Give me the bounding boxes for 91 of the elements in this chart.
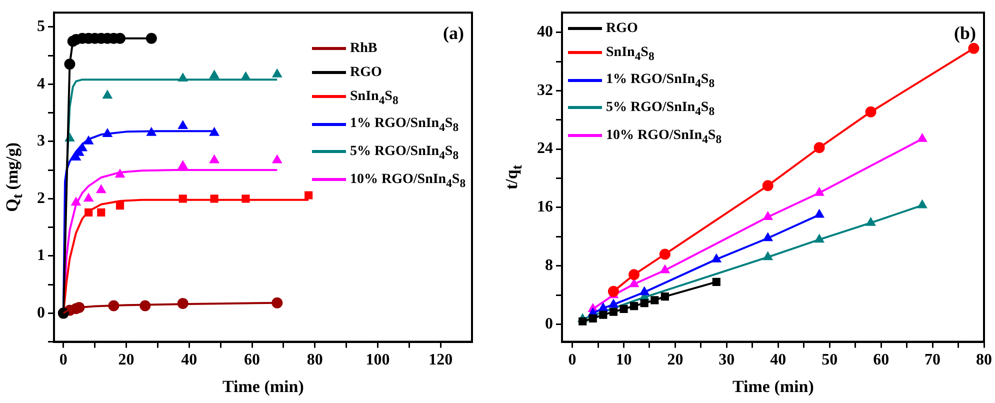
point — [814, 187, 824, 196]
legend-label: 10% RGO/SnIn$_{4}$S$_{8}$ — [350, 172, 466, 190]
x-tick-label: 70 — [924, 352, 941, 369]
point — [762, 180, 774, 192]
point — [116, 202, 124, 210]
point — [659, 248, 670, 260]
annotation: (b) — [954, 22, 976, 44]
point — [84, 193, 94, 202]
y-tick-label: 24 — [537, 140, 553, 158]
x-tick-label: 40 — [770, 352, 786, 369]
legend-label: 1% RGO/SnIn$_{4}$S$_{8}$ — [606, 72, 715, 90]
point — [598, 302, 608, 312]
point — [660, 264, 670, 274]
point — [640, 299, 648, 308]
point — [209, 70, 220, 79]
point — [272, 297, 283, 308]
x-tick-label: 80 — [306, 352, 323, 369]
legend-label: 1% RGO/SnIn$_{4}$S$_{8}$ — [350, 116, 459, 134]
x-tick-label: 100 — [366, 352, 390, 369]
point — [272, 68, 282, 78]
legend-label: 10% RGO/SnIn$_{4}$S$_{8}$ — [606, 128, 722, 146]
y-tick-label: 4 — [37, 75, 45, 92]
point — [917, 133, 928, 142]
x-tick-label: 60 — [873, 352, 890, 369]
y-tick-label: 32 — [537, 82, 553, 99]
point — [102, 90, 112, 99]
point — [640, 286, 650, 296]
x-tick-label: 120 — [428, 352, 453, 369]
point — [763, 211, 773, 220]
x-tick-label: 40 — [181, 352, 198, 369]
point — [178, 120, 188, 129]
legend-label: SnIn$_{4}$S$_{8}$ — [350, 88, 398, 106]
y-tick-label: 0 — [545, 315, 553, 332]
point — [599, 310, 608, 319]
point — [97, 208, 106, 216]
legend-label: SnIn$_{4}$S$_{8}$ — [606, 44, 654, 62]
x-axis-title: Time (min) — [732, 377, 814, 397]
point — [917, 200, 928, 208]
x-tick-label: 20 — [667, 352, 684, 369]
legend-label: RhB — [350, 40, 378, 56]
x-tick-label: 80 — [976, 352, 992, 369]
x-axis-title: Time (min) — [222, 377, 304, 397]
point — [628, 269, 640, 280]
point — [209, 154, 220, 164]
legend-label: RGO — [350, 64, 382, 80]
point — [763, 252, 773, 260]
y-tick-label: 16 — [537, 198, 553, 216]
point — [629, 278, 639, 288]
y-tick-label: 2 — [37, 190, 45, 207]
y-tick-label: 1 — [37, 247, 45, 264]
point — [578, 317, 587, 326]
point — [608, 286, 619, 297]
y-tick-label: 3 — [37, 132, 45, 150]
x-tick-label: 0 — [568, 352, 576, 369]
point — [650, 296, 659, 304]
point — [304, 191, 313, 200]
legend-label: RGO — [606, 20, 638, 36]
point — [588, 314, 597, 322]
point — [608, 299, 618, 308]
point — [866, 217, 876, 226]
annotation: (a) — [443, 22, 464, 44]
x-tick-label: 20 — [118, 352, 134, 369]
point — [178, 160, 188, 170]
point — [865, 106, 876, 118]
y-tick-label: 40 — [537, 23, 553, 40]
point — [630, 302, 638, 310]
point — [968, 42, 980, 54]
point — [146, 32, 157, 44]
point — [763, 232, 773, 242]
x-tick-label: 30 — [718, 352, 735, 369]
point — [712, 278, 720, 286]
x-tick-label: 60 — [244, 352, 260, 369]
point — [96, 184, 106, 194]
point — [814, 234, 824, 243]
point — [660, 292, 669, 301]
point — [64, 58, 76, 70]
point — [712, 254, 722, 262]
point — [620, 304, 628, 313]
x-tick-label: 10 — [616, 352, 632, 369]
point — [609, 308, 618, 316]
x-tick-label: 50 — [822, 352, 838, 369]
point — [814, 142, 825, 154]
y-tick-label: 5 — [37, 18, 45, 36]
point — [209, 127, 220, 136]
y-tick-label: 8 — [545, 257, 553, 274]
x-tick-label: 0 — [59, 352, 68, 369]
legend-label: 5% RGO/SnIn$_{4}$S$_{8}$ — [350, 144, 459, 162]
y-tick-label: 0 — [37, 304, 45, 322]
point — [814, 209, 824, 218]
point — [272, 154, 282, 164]
legend-label: 5% RGO/SnIn$_{4}$S$_{8}$ — [606, 100, 715, 118]
